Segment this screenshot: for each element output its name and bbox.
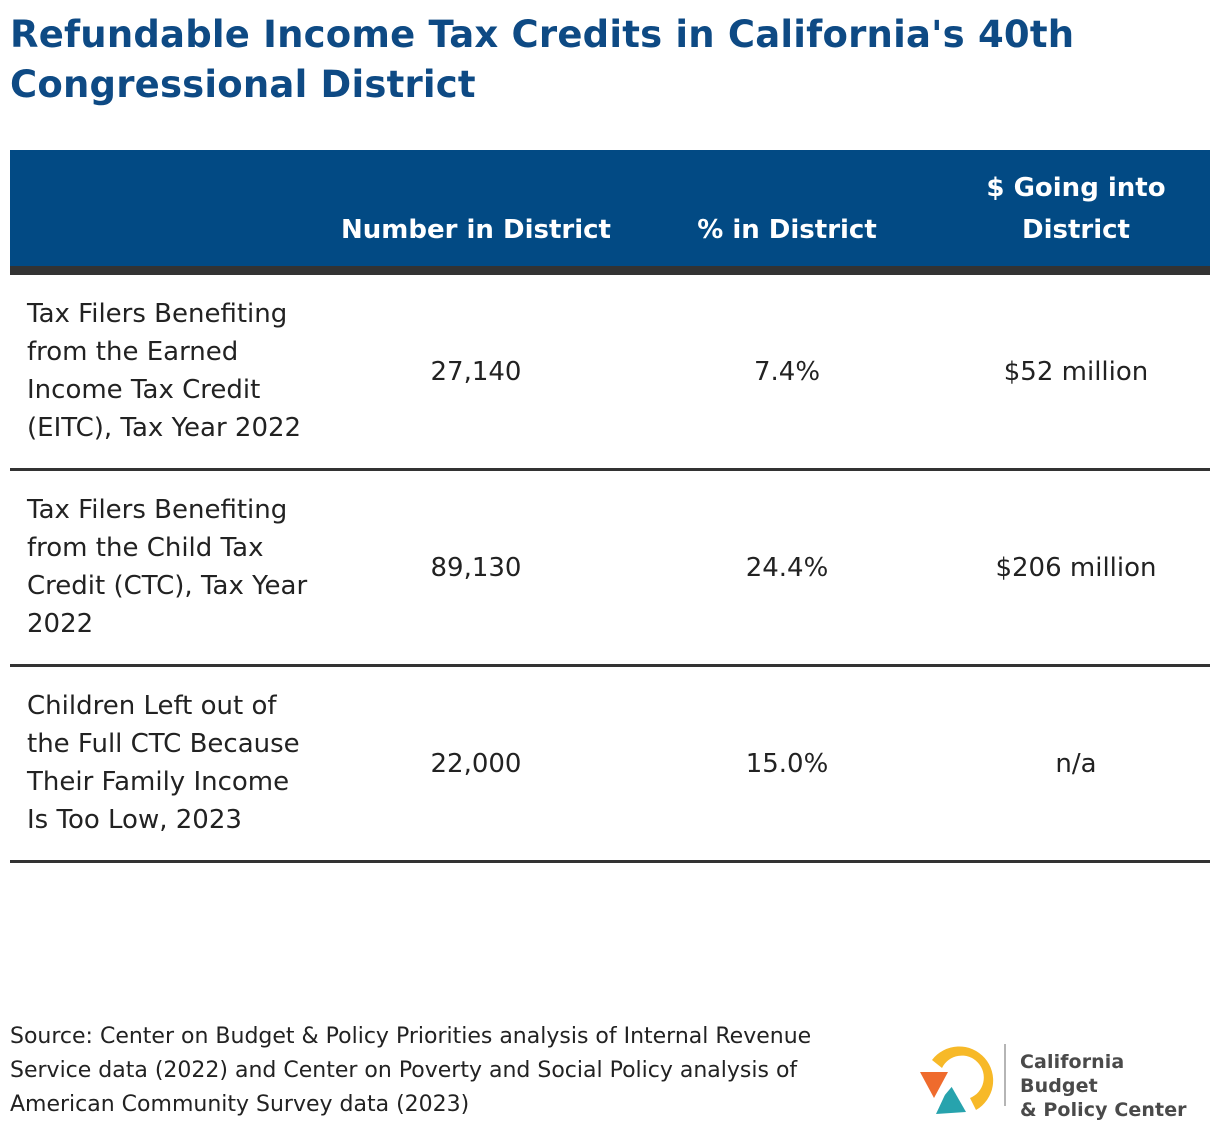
header-percent-in-district: % in District [697,215,877,245]
row-percent: 15.0% [745,748,829,779]
logo-teal-wedge [936,1084,966,1114]
row-label: Children Left out of the Full CTC Becaus… [27,691,300,835]
page-title: Refundable Income Tax Credits in Califor… [10,13,1075,106]
row-dollars: $52 million [1003,356,1149,387]
table-row-eitc: Tax Filers Benefiting from the Earned In… [10,275,1210,471]
table-row-ctc: Tax Filers Benefiting from the Child Tax… [10,471,1210,667]
row-percent: 24.4% [745,552,829,583]
row-number: 89,130 [430,552,522,583]
cbpc-logo: California Budget & Policy Center [918,1036,1208,1121]
logo-yellow-arc [932,1046,994,1110]
row-dollars: n/a [1055,748,1097,779]
row-number: 27,140 [430,356,522,387]
logo-arrow [937,1067,965,1099]
row-number: 22,000 [430,748,522,779]
logo-arrow-head [952,1064,966,1078]
row-label: Tax Filers Benefiting from the Earned In… [27,299,302,443]
logo-line-2: & Policy Center [1020,1099,1187,1121]
logo-wordmark: California Budget & Policy Center [1020,1050,1208,1122]
header-number-in-district: Number in District [341,215,611,245]
row-percent: 7.4% [753,356,821,387]
logo-divider [1004,1044,1006,1106]
table-row-children-left-out: Children Left out of the Full CTC Becaus… [10,667,1210,863]
cbpc-logo-icon [920,1046,994,1114]
row-label: Tax Filers Benefiting from the Child Tax… [27,495,308,639]
header-cell-blank [10,150,320,266]
table-header: Number in District % in District $ Going… [10,150,1210,275]
logo-line-1: California Budget [1020,1051,1125,1097]
source-note: Source: Center on Budget & Policy Priori… [10,1024,812,1117]
logo-orange-wedge [920,1072,948,1098]
row-dollars: $206 million [995,552,1157,583]
header-dollars-into-district: $ Going into District [986,173,1166,245]
tax-credits-table: Number in District % in District $ Going… [10,150,1210,863]
